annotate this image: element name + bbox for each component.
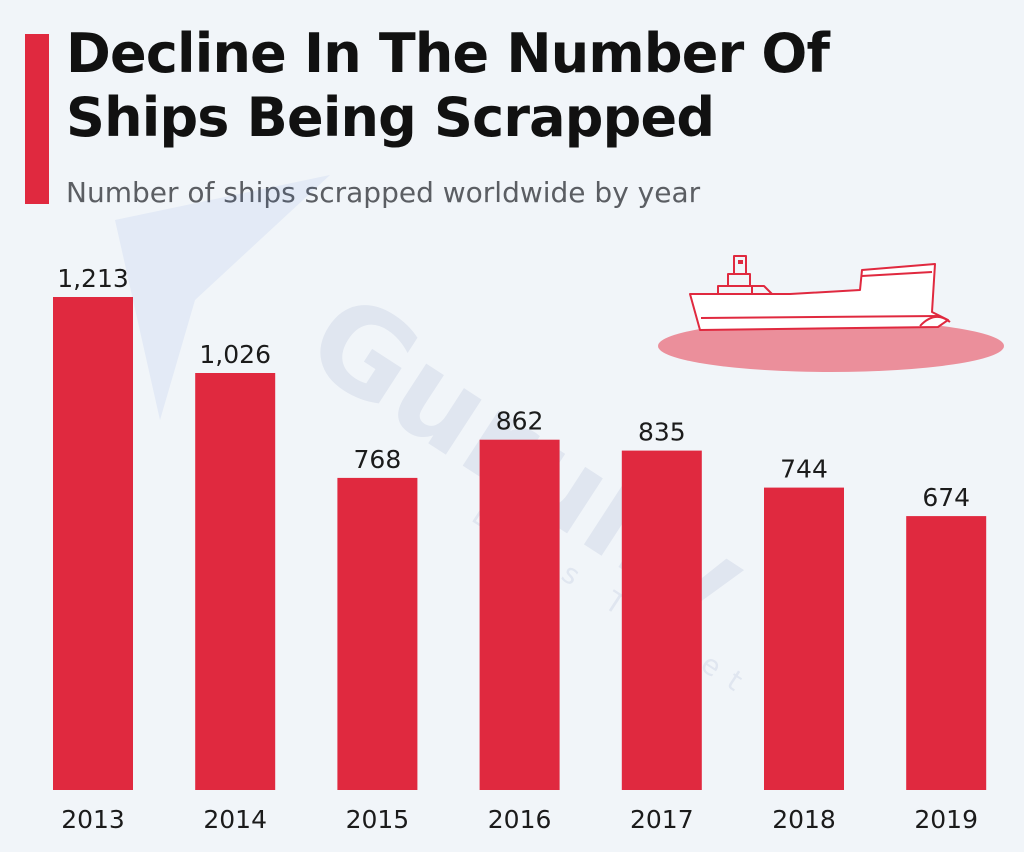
bar-2015 — [337, 477, 418, 790]
bar-2018 — [764, 487, 844, 790]
x-tick-label-2019: 2019 — [914, 805, 978, 834]
x-tick-label-2016: 2016 — [488, 805, 552, 834]
value-label-2013: 1,213 — [57, 264, 129, 293]
value-label-2017: 835 — [638, 418, 686, 447]
x-tick-label-2013: 2013 — [61, 805, 125, 834]
value-label-2016: 862 — [496, 407, 544, 436]
bar-2013 — [53, 297, 133, 790]
bars-layer — [53, 297, 987, 790]
chart-title: Decline In The Number Of Ships Being Scr… — [66, 22, 830, 149]
bar-2016 — [479, 439, 560, 790]
value-label-2018: 744 — [780, 455, 828, 484]
x-tick-label-2018: 2018 — [772, 805, 836, 834]
x-tick-label-2015: 2015 — [346, 805, 410, 834]
value-label-2014: 1,026 — [199, 340, 271, 369]
chart-subtitle: Number of ships scrapped worldwide by ye… — [66, 176, 701, 209]
bar-2017 — [621, 450, 702, 790]
value-label-2019: 674 — [922, 483, 970, 512]
value-label-2015: 768 — [354, 445, 402, 474]
water-ellipse — [658, 320, 1004, 372]
x-tick-label-2014: 2014 — [203, 805, 267, 834]
title-accent-bar — [25, 34, 49, 204]
bar-2014 — [195, 373, 276, 790]
x-tick-label-2017: 2017 — [630, 805, 694, 834]
watermark-logo-icon — [115, 175, 330, 420]
year-labels-layer: 2013 2014 2015 2016 2017 2018 2019 — [61, 805, 978, 834]
cargo-ship-icon — [658, 255, 1004, 372]
value-labels-layer: 1,213 1,026 768 862 835 744 674 — [57, 264, 970, 512]
bar-2019 — [906, 516, 987, 790]
